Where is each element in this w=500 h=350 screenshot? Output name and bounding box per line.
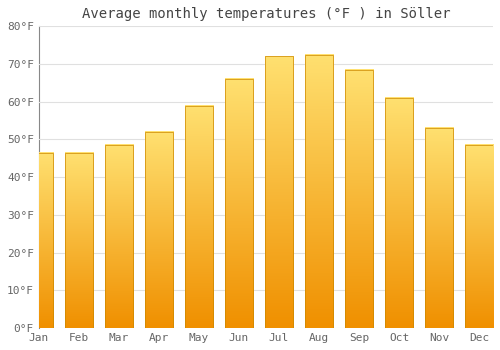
Bar — [65, 153, 93, 328]
Bar — [145, 132, 173, 328]
Bar — [425, 128, 453, 328]
Bar — [305, 55, 333, 328]
Bar — [25, 153, 53, 328]
Bar — [145, 132, 173, 328]
Bar — [225, 79, 253, 328]
Bar — [385, 98, 413, 328]
Bar — [185, 106, 213, 328]
Bar — [305, 55, 333, 328]
Bar — [345, 70, 373, 328]
Bar — [105, 145, 133, 328]
Bar — [185, 106, 213, 328]
Bar — [265, 56, 293, 328]
Bar — [345, 70, 373, 328]
Title: Average monthly temperatures (°F ) in Söller: Average monthly temperatures (°F ) in Sö… — [82, 7, 450, 21]
Bar — [385, 98, 413, 328]
Bar — [105, 145, 133, 328]
Bar — [25, 153, 53, 328]
Bar — [425, 128, 453, 328]
Bar — [225, 79, 253, 328]
Bar — [465, 145, 493, 328]
Bar — [465, 145, 493, 328]
Bar — [65, 153, 93, 328]
Bar — [265, 56, 293, 328]
